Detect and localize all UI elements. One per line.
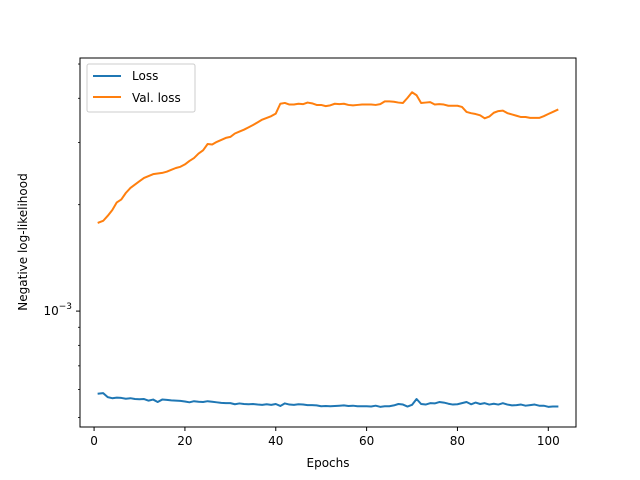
- legend: Loss Val. loss: [86, 63, 196, 113]
- series-layer: [97, 91, 559, 408]
- y-axis-title: Negative log-likelihood: [16, 173, 30, 310]
- legend-label-val-loss: Val. loss: [132, 91, 181, 105]
- x-tick-label: 20: [177, 434, 192, 448]
- y-tick-label: 10−3: [43, 302, 72, 318]
- plot-frame: [79, 57, 577, 428]
- axes-layer: 0 20 40 60 80 100 10−3: [43, 57, 577, 448]
- series-line-val-loss: [97, 91, 559, 224]
- legend-label-loss: Loss: [132, 69, 158, 83]
- x-tick-label: 40: [268, 434, 283, 448]
- x-tick-label: 100: [537, 434, 560, 448]
- series-line-loss: [97, 392, 559, 408]
- x-tick-label: 60: [359, 434, 374, 448]
- x-axis-title: Epochs: [307, 456, 350, 470]
- x-tick-label: 80: [450, 434, 465, 448]
- x-tick-label: 0: [90, 434, 98, 448]
